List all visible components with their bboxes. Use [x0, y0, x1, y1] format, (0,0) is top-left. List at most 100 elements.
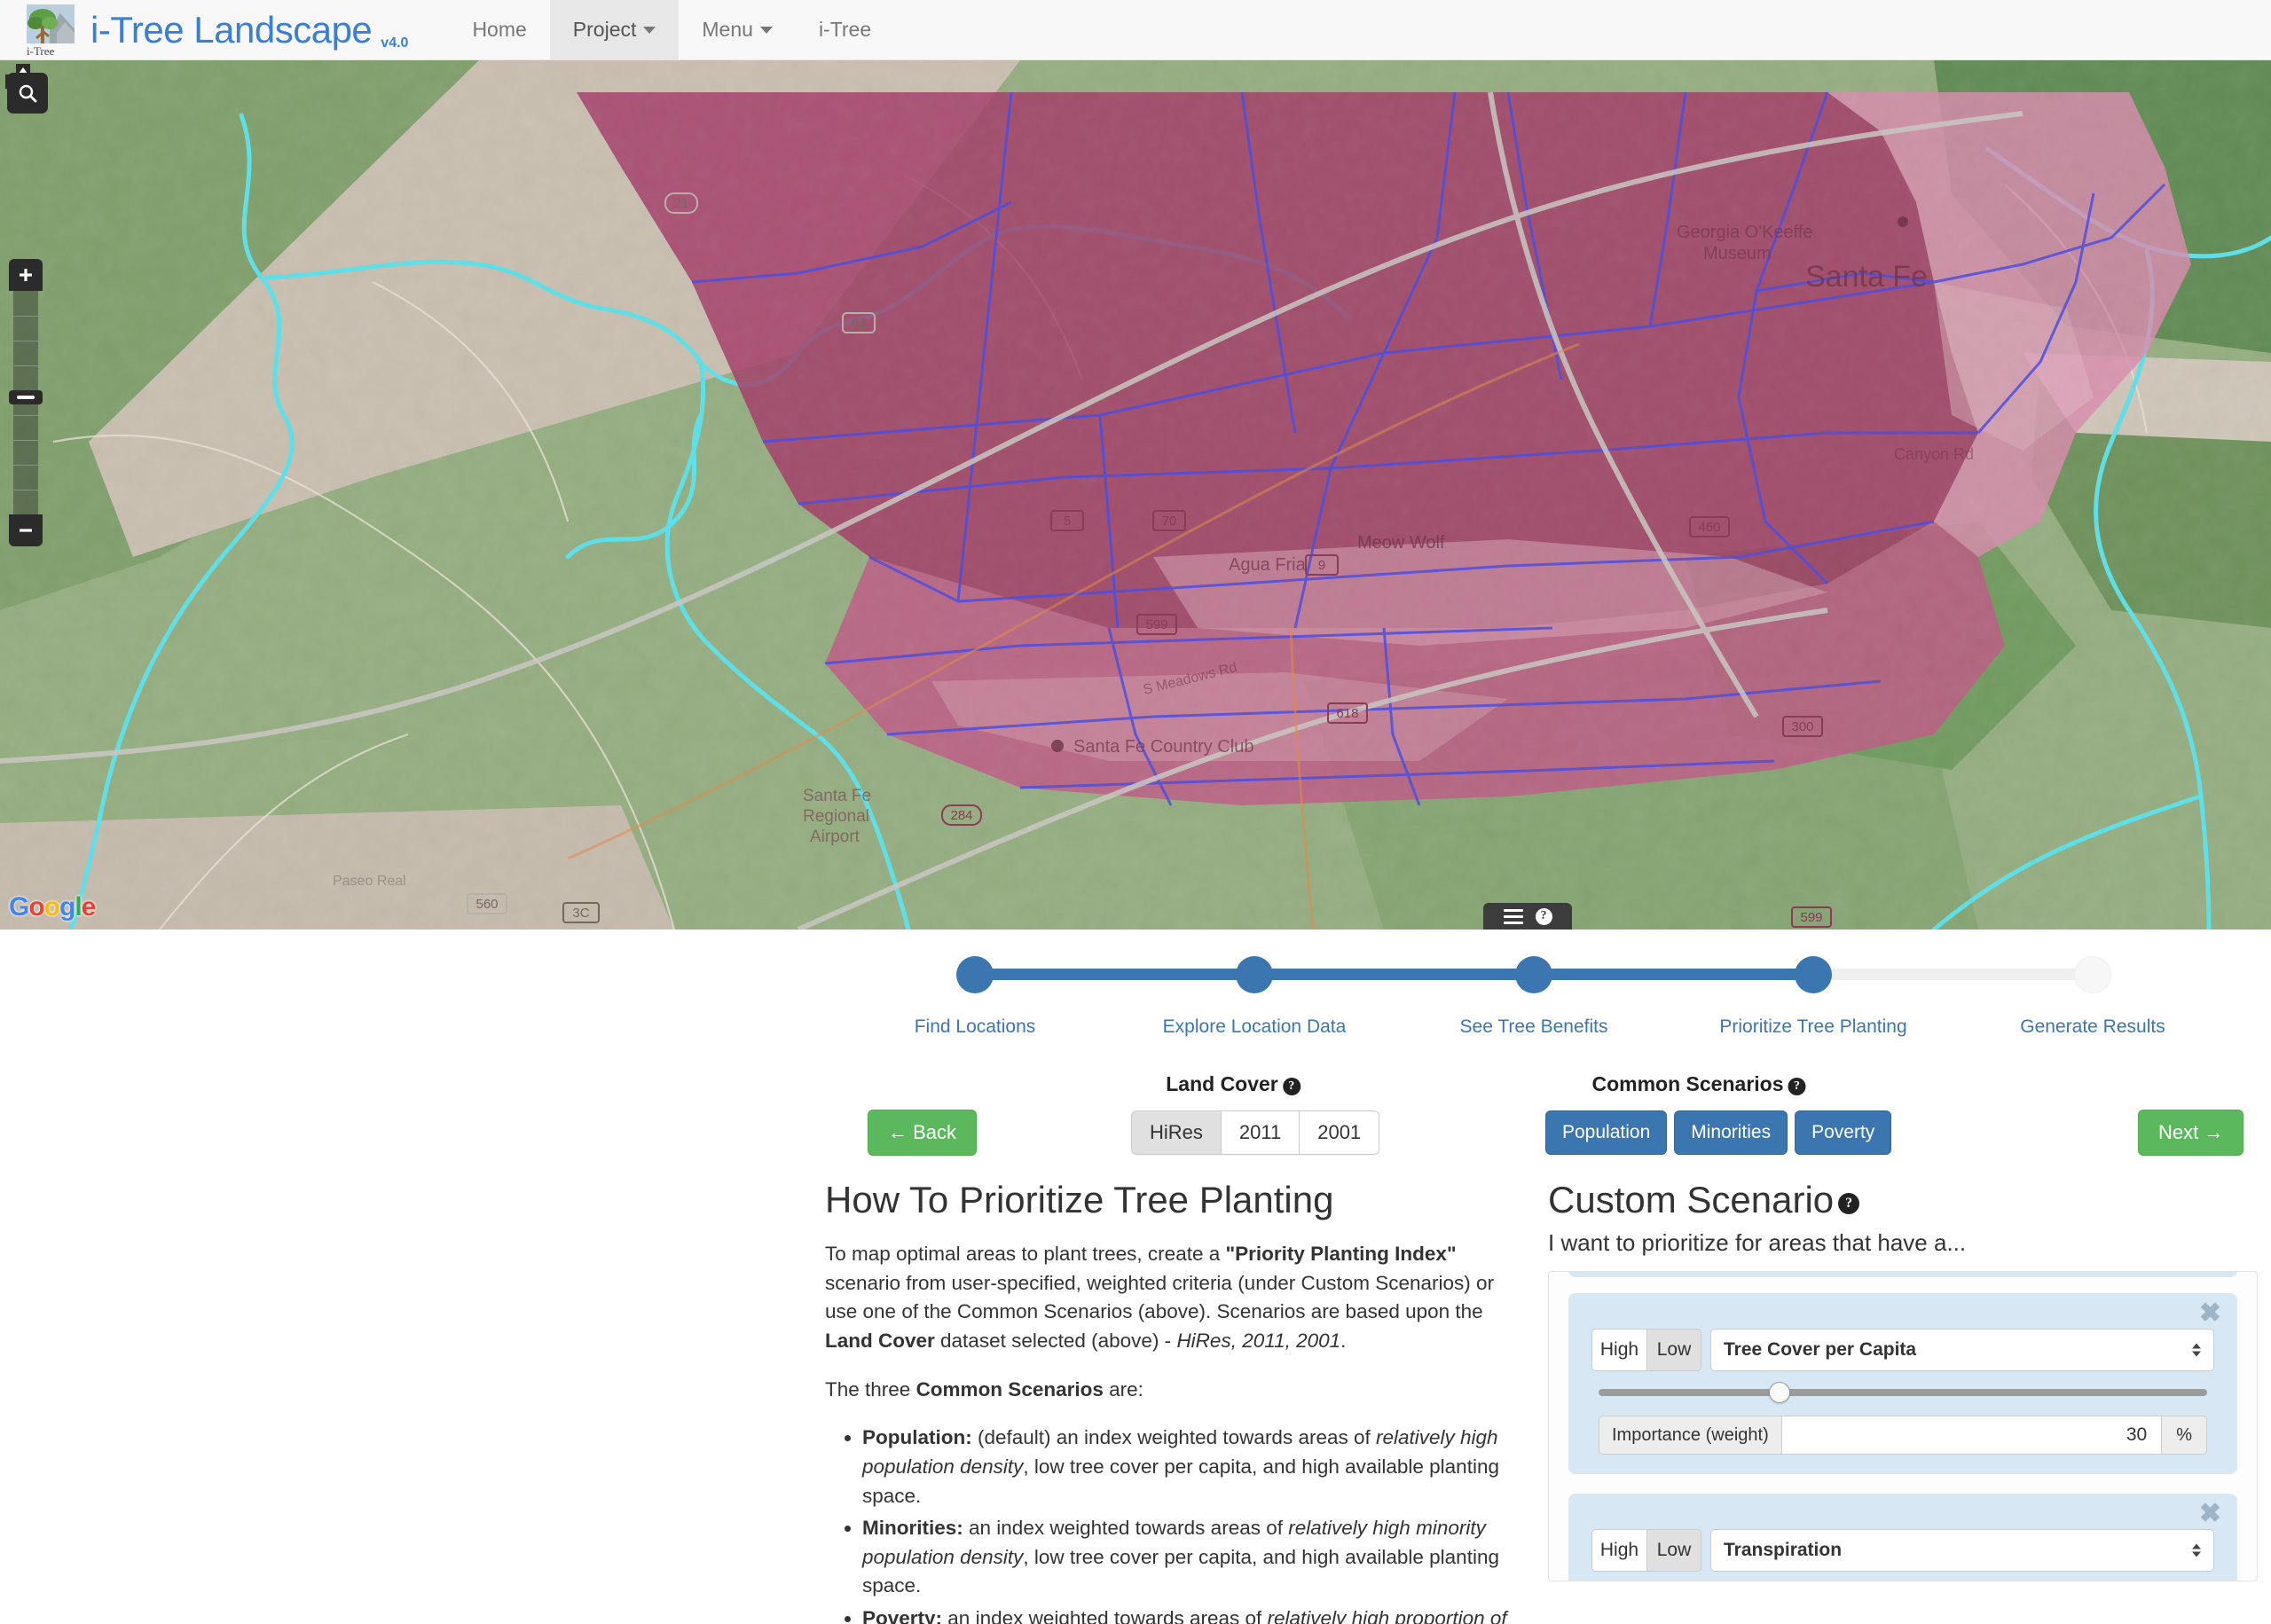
nav-link-project[interactable]: Project [549, 0, 680, 59]
svg-text:460: 460 [1698, 520, 1720, 535]
criteria-selector-row: High Low Tree Cover per Capita [1591, 1329, 2214, 1372]
criteria-dropdown[interactable]: Tree Cover per Capita [1710, 1329, 2214, 1372]
page-title: How To Prioritize Tree Planting [825, 1180, 1334, 1220]
criteria-card[interactable]: ✖ High Low Tree Cover per Capita [1568, 1293, 2237, 1475]
custom-scenario-title: Custom Scenario [1548, 1180, 1835, 1220]
svg-text:62: 62 [852, 316, 867, 331]
svg-text:9: 9 [1318, 558, 1325, 573]
intro-seg-0: To map optimal areas to plant trees, cre… [825, 1243, 1226, 1266]
criteria-high-button[interactable]: High [1591, 1329, 1646, 1372]
importance-weight-label: Importance (weight) [1599, 1416, 1781, 1455]
criteria-card-clipped[interactable] [1568, 1272, 2237, 1278]
chevron-down-icon [643, 26, 656, 34]
help-icon[interactable]: ? [1788, 1078, 1806, 1095]
help-icon[interactable]: ? [1282, 1078, 1301, 1095]
next-button[interactable]: Next → [2138, 1110, 2244, 1156]
step-label-generate-results[interactable]: Generate Results [2020, 1016, 2165, 1037]
importance-slider-thumb[interactable] [1769, 1382, 1791, 1404]
scenario-button-population[interactable]: Population [1545, 1110, 1668, 1155]
importance-slider-track[interactable] [1599, 1382, 2207, 1404]
minus-icon [20, 529, 32, 532]
step-dot-explore-location-data[interactable] [1236, 956, 1273, 993]
svg-text:70: 70 [1162, 514, 1177, 529]
step-label-see-tree-benefits[interactable]: See Tree Benefits [1459, 1016, 1608, 1037]
step-dot-prioritize-tree-planting[interactable] [1795, 956, 1832, 993]
criteria-selector-row: High Low Transpiration [1591, 1529, 2214, 1573]
lead-pre: The three [825, 1377, 916, 1400]
svg-text:Santa Fe Country Club: Santa Fe Country Club [1073, 737, 1253, 757]
land-cover-option-hires[interactable]: HiRes [1131, 1110, 1221, 1155]
scenario-button-minorities[interactable]: Minorities [1674, 1110, 1788, 1155]
scenario-pre-population: (default) an index weighted towards area… [971, 1426, 1376, 1449]
svg-text:Museum: Museum [1703, 244, 1772, 263]
scenario-em-poverty: relatively high proportion of population… [1267, 1607, 1507, 1624]
svg-text:Georgia O'Keeffe: Georgia O'Keeffe [1677, 223, 1813, 242]
scenario-post-population: , low tree cover per capita, and high av… [862, 1455, 1499, 1507]
intro-seg-6: . [1340, 1330, 1347, 1353]
list-item: Population: (default) an index weighted … [862, 1424, 1526, 1510]
criteria-dropdown[interactable]: Transpiration [1710, 1529, 2214, 1573]
chevron-down-icon [759, 26, 773, 34]
step-dot-find-locations[interactable] [956, 956, 994, 993]
content-area: How To Prioritize Tree Planting To map o… [0, 1180, 2271, 1624]
land-cover-option-2011[interactable]: 2011 [1220, 1110, 1300, 1155]
importance-slider-row [1591, 1382, 2214, 1404]
custom-scenario-title-row: Custom Scenario? [1548, 1180, 2258, 1220]
close-icon[interactable]: ✖ [2198, 1298, 2221, 1329]
step-label-explore-location-data[interactable]: Explore Location Data [1162, 1016, 1347, 1037]
criteria-low-button[interactable]: Low [1646, 1529, 1701, 1573]
map-zoom-in-button[interactable] [9, 259, 43, 291]
common-scenarios-lead: The three Common Scenarios are: [825, 1376, 1526, 1405]
land-cover-title: Land Cover [1166, 1072, 1278, 1095]
intro-seg-2: scenario from user-specified, weighted c… [825, 1271, 1495, 1323]
help-icon[interactable]: ? [1535, 907, 1552, 925]
list-item: Minorities: an index weighted towards ar… [862, 1514, 1526, 1601]
layers-menu-icon[interactable] [1503, 908, 1523, 924]
svg-text:Regional: Regional [803, 807, 869, 826]
map-search-button[interactable] [7, 73, 48, 114]
help-icon[interactable]: ? [1838, 1192, 1860, 1214]
itree-logo-icon: i-Tree [23, 3, 78, 58]
back-button[interactable]: ← Back [868, 1110, 978, 1156]
step-label-prioritize-tree-planting[interactable]: Prioritize Tree Planting [1719, 1016, 1907, 1037]
svg-text:618: 618 [1336, 706, 1358, 721]
criteria-card[interactable]: ✖ High Low Transpiration [1568, 1494, 2237, 1581]
step-dot-generate-results[interactable] [2074, 956, 2111, 993]
high-low-toggle: High Low [1591, 1529, 1701, 1573]
step-label-find-locations[interactable]: Find Locations [914, 1016, 1036, 1037]
nav-link-itree[interactable]: i-Tree [796, 0, 894, 59]
top-navbar: i-Tree i-Tree Landscape v4.0 Home Projec… [0, 0, 2271, 60]
map-zoom-slider-thumb[interactable] [9, 390, 43, 404]
map-canvas: 21 62 5 70 9 599 618 284 560 460 300 599… [0, 60, 2271, 930]
svg-text:599: 599 [1145, 617, 1167, 632]
nav-link-menu-label: Menu [702, 18, 753, 41]
map-viewport[interactable]: 21 62 5 70 9 599 618 284 560 460 300 599… [0, 60, 2271, 930]
nav-link-menu[interactable]: Menu [679, 0, 796, 59]
criteria-scroll-container[interactable]: ✖ High Low Tree Cover per Capita [1548, 1271, 2258, 1582]
nav-link-home[interactable]: Home [449, 0, 549, 59]
criteria-dropdown-value: Transpiration [1724, 1540, 1843, 1561]
workflow-stepper: Find Locations Explore Location Data See… [915, 956, 2165, 1037]
importance-weight-input[interactable]: 30 [1780, 1416, 2163, 1455]
plus-icon [20, 269, 32, 281]
map-zoom-out-button[interactable] [9, 514, 43, 546]
lead-bold: Common Scenarios [915, 1377, 1104, 1400]
svg-text:560: 560 [475, 897, 498, 912]
criteria-low-button[interactable]: Low [1646, 1329, 1701, 1372]
land-cover-group-label: Land Cover? [1166, 1072, 1301, 1096]
brand-area[interactable]: i-Tree i-Tree Landscape v4.0 [0, 0, 417, 59]
scenario-pre-minorities: an index weighted towards areas of [963, 1517, 1289, 1540]
scenario-button-poverty[interactable]: Poverty [1795, 1110, 1892, 1155]
google-attribution-logo: Google [9, 892, 96, 922]
brand-title: i-Tree Landscape [90, 8, 373, 51]
svg-text:Canyon Rd: Canyon Rd [1894, 445, 1974, 463]
step-dot-see-tree-benefits[interactable] [1515, 956, 1552, 993]
close-icon[interactable]: ✖ [2198, 1499, 2221, 1529]
scenario-em-minorities: relatively high minority population dens… [862, 1517, 1486, 1568]
land-cover-segmented-control: HiRes 2011 2001 [1131, 1110, 1380, 1155]
land-cover-option-2001[interactable]: 2001 [1299, 1110, 1380, 1155]
criteria-high-button[interactable]: High [1591, 1529, 1646, 1573]
list-item: Poverty: an index weighted towards areas… [862, 1604, 1526, 1624]
svg-text:Meow Wolf: Meow Wolf [1357, 533, 1445, 553]
nav-link-itree-label: i-Tree [818, 18, 872, 41]
